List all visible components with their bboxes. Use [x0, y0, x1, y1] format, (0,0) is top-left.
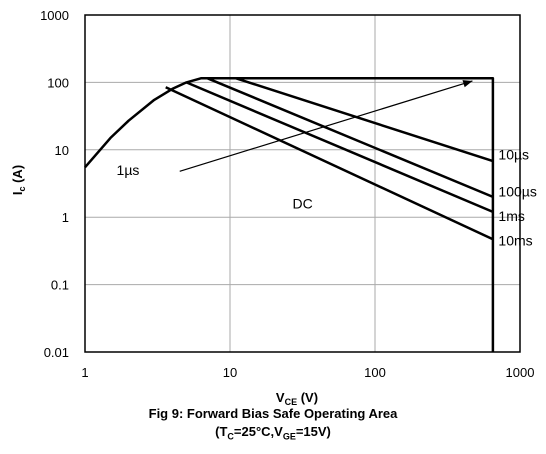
series-line-1	[207, 77, 494, 199]
annotation-4: 1ms	[498, 208, 524, 224]
grid-lines	[84, 14, 521, 353]
dc-boundary-line	[84, 77, 495, 352]
y-tick-label-2: 1	[62, 210, 69, 225]
series-line-0	[235, 77, 494, 163]
annotation-0: 1µs	[117, 162, 140, 178]
arrow-1us	[179, 80, 473, 172]
annotation-3: 100µs	[498, 184, 536, 200]
annotation-2: 10µs	[498, 147, 529, 163]
annotation-5: 10ms	[498, 233, 532, 249]
x-tick-label-0: 1	[81, 365, 88, 380]
x-axis-label: VCE (V)	[276, 390, 318, 407]
series-line-3	[165, 86, 494, 241]
y-tick-label-5: 1000	[40, 8, 69, 23]
soa-boundary	[84, 77, 495, 352]
annotations: 1µs DC 10µs 100µs 1ms 10ms	[117, 147, 537, 249]
chart-subtitle: (TC=25°C,VGE=15V)	[215, 424, 331, 442]
pulse-lines	[165, 77, 494, 241]
chart-title: Fig 9: Forward Bias Safe Operating Area	[148, 406, 398, 421]
y-tick-label-4: 100	[47, 75, 69, 90]
y-tick-label-3: 10	[55, 143, 69, 158]
x-tick-label-1: 10	[223, 365, 237, 380]
x-tick-label-3: 1000	[506, 365, 535, 380]
x-tick-labels: 1 10 100 1000	[81, 365, 534, 380]
y-tick-label-0: 0.01	[44, 345, 69, 360]
plot-frame	[84, 14, 521, 353]
x-tick-label-2: 100	[364, 365, 386, 380]
y-tick-labels: 0.01 0.1 1 10 100 1000	[40, 8, 69, 360]
y-tick-label-1: 0.1	[51, 278, 69, 293]
arrow-shaft	[179, 80, 473, 172]
y-axis-label: Ic (A)	[10, 165, 27, 195]
annotation-1: DC	[293, 195, 313, 211]
series-line-2	[185, 81, 494, 214]
arrow-head	[462, 80, 473, 88]
